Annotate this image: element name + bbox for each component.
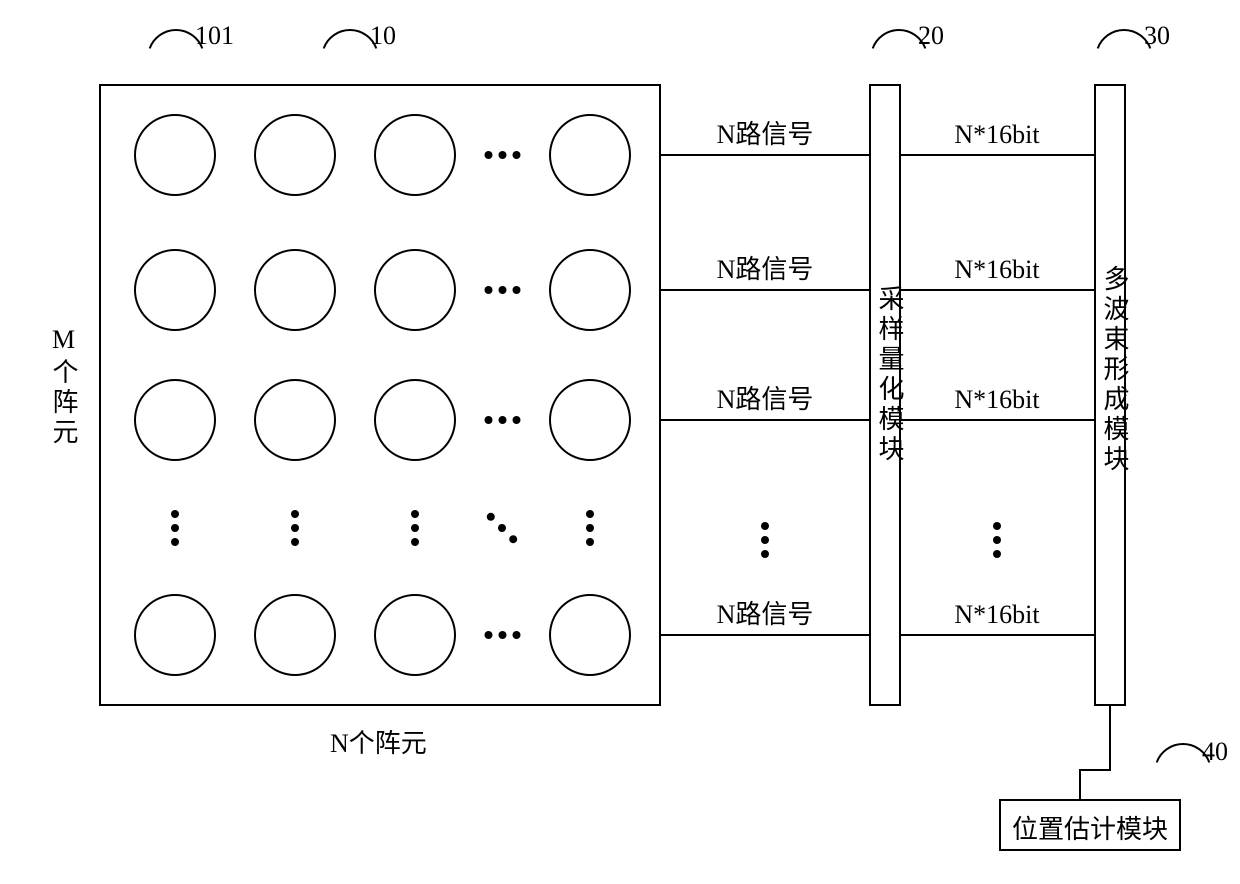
array-element (375, 595, 455, 675)
ellipsis-icon (411, 510, 419, 546)
module20-label: 采样量化模块 (871, 285, 908, 465)
array-element (550, 250, 630, 330)
ellipsis-icon (586, 510, 594, 546)
array-element (550, 380, 630, 460)
array-element (375, 115, 455, 195)
signal-label-right: N*16bit (954, 120, 1040, 149)
signal-label-right: N*16bit (954, 385, 1040, 414)
array-element (550, 595, 630, 675)
array-element (135, 380, 215, 460)
array-box (100, 85, 660, 705)
signal-label-left: N路信号 (717, 600, 814, 629)
array-element (135, 115, 215, 195)
signal-label-left: N路信号 (717, 255, 814, 284)
ellipsis-icon (993, 522, 1001, 558)
array-element (255, 250, 335, 330)
ellipsis-icon (485, 416, 521, 424)
array-element (135, 595, 215, 675)
diagram-canvas: N路信号 N*16bit N路信号 N*16bit N路信号 N*16bit N路信号 N*1… (0, 0, 1240, 884)
callout-arc (324, 30, 377, 48)
array-element (375, 250, 455, 330)
array-element (550, 115, 630, 195)
array-element (255, 595, 335, 675)
ellipsis-icon (761, 522, 769, 558)
callout-label: 40 (1202, 737, 1228, 766)
array-element (375, 380, 455, 460)
signal-label-left: N路信号 (717, 120, 814, 149)
callout-arc (1098, 30, 1151, 48)
array-element (255, 380, 335, 460)
signal-label-left: N路信号 (717, 385, 814, 414)
ellipsis-icon (171, 510, 179, 546)
ellipsis-icon (291, 510, 299, 546)
callout-label: 30 (1144, 21, 1170, 50)
ellipsis-icon (485, 631, 521, 639)
callout-label: 20 (918, 21, 944, 50)
ellipsis-icon (485, 151, 521, 159)
callout-label: 10 (370, 21, 396, 50)
connector-30-40 (1080, 705, 1110, 800)
ellipsis-icon (485, 286, 521, 294)
signal-label-right: N*16bit (954, 600, 1040, 629)
array-element (135, 250, 215, 330)
array-element (255, 115, 335, 195)
module30-label: 多波束形成模块 (1096, 265, 1133, 475)
ellipsis-icon (487, 513, 517, 543)
array-rows-axis-label: M个阵元 (45, 325, 82, 448)
module40-label: 位置估计模块 (1012, 809, 1168, 846)
callout-label: 101 (195, 21, 234, 50)
signal-label-right: N*16bit (954, 255, 1040, 284)
array-cols-axis-label: N个阵元 (330, 723, 427, 760)
